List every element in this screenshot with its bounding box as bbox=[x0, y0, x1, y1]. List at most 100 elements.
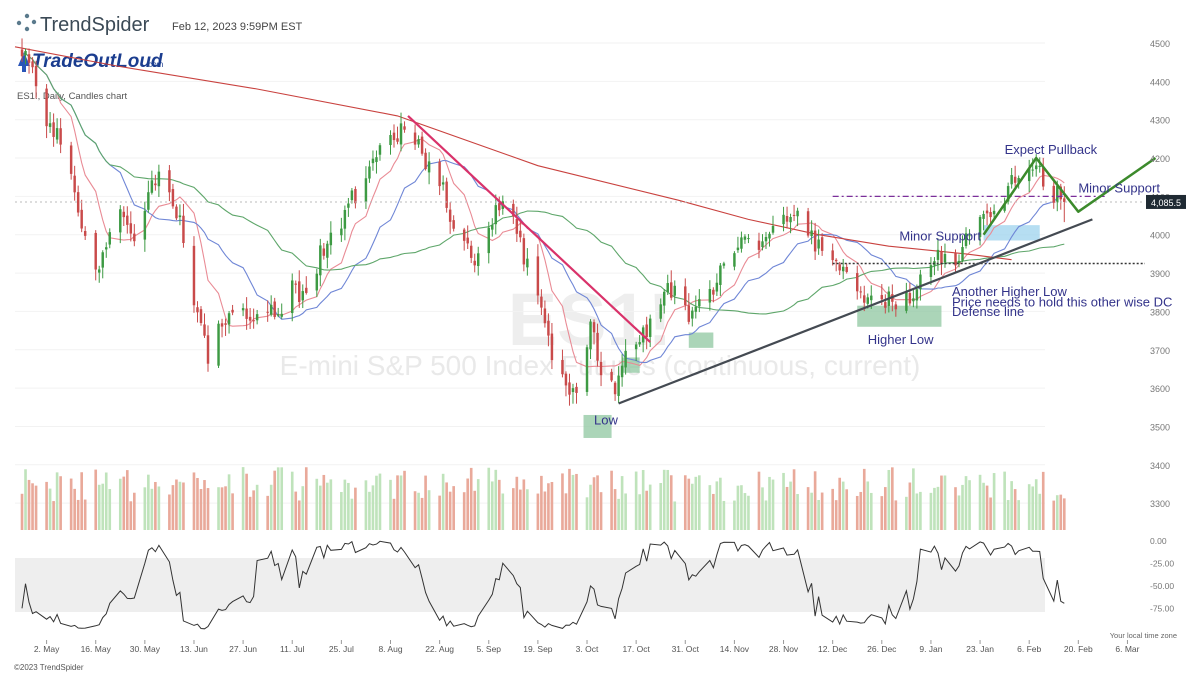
volume-bar bbox=[329, 479, 333, 530]
time-tick-label: 9. Jan bbox=[919, 644, 942, 654]
volume-bar bbox=[613, 489, 617, 530]
candle-body bbox=[670, 282, 673, 298]
volume-bar bbox=[427, 490, 431, 530]
volume-bar bbox=[255, 484, 259, 530]
candle bbox=[326, 240, 329, 269]
candle bbox=[620, 354, 624, 387]
last-price-badge bbox=[1146, 194, 1186, 209]
candle-body bbox=[147, 192, 150, 210]
candle bbox=[48, 112, 52, 133]
candle bbox=[329, 221, 333, 255]
higher-low-zone-nov bbox=[688, 332, 714, 348]
candle-body bbox=[340, 228, 343, 236]
candle-body bbox=[845, 266, 848, 272]
time-tick-label: 6. Feb bbox=[1017, 644, 1041, 654]
candle bbox=[224, 318, 227, 336]
candle bbox=[319, 238, 322, 287]
candle-body bbox=[445, 181, 448, 208]
volume-bar bbox=[108, 489, 112, 530]
volume-bar bbox=[669, 475, 673, 530]
candle bbox=[150, 170, 154, 195]
candle-body bbox=[343, 209, 347, 229]
price-tick-label: 3300 bbox=[1150, 499, 1170, 509]
volume-bar bbox=[94, 469, 98, 530]
time-axis: 2. May 16. May 30. May 13. Jun 27. Jun 11. Ju… bbox=[34, 640, 1140, 654]
candle bbox=[536, 244, 540, 305]
candle-body bbox=[568, 382, 571, 395]
candle-body bbox=[789, 217, 792, 223]
volume-bar bbox=[905, 496, 908, 530]
candle-body bbox=[101, 252, 104, 268]
candle-body bbox=[220, 323, 224, 327]
candle-body bbox=[199, 309, 203, 323]
candle bbox=[424, 148, 427, 171]
volume-bar bbox=[224, 486, 227, 530]
candle-body bbox=[448, 209, 452, 222]
candle-body bbox=[957, 260, 961, 264]
candle-body bbox=[733, 253, 736, 267]
candle bbox=[420, 131, 424, 156]
volume-bar bbox=[968, 480, 971, 530]
volume-bar bbox=[476, 479, 480, 530]
candle bbox=[147, 180, 150, 213]
candle-body bbox=[133, 233, 136, 242]
volume-bar bbox=[245, 473, 248, 530]
volume-bar bbox=[908, 482, 912, 530]
volume-bar bbox=[266, 495, 269, 530]
candle-body bbox=[719, 265, 722, 285]
volume-bar bbox=[220, 487, 224, 530]
candle-body bbox=[540, 296, 543, 308]
volume-bar bbox=[789, 481, 792, 530]
volume-bar bbox=[252, 490, 255, 530]
candle-body bbox=[613, 382, 617, 395]
volume-bar bbox=[1027, 484, 1031, 530]
volume-bar bbox=[389, 479, 392, 530]
candle-body bbox=[326, 243, 329, 258]
candle bbox=[550, 323, 554, 370]
volume-bar bbox=[217, 487, 220, 530]
volume-bar bbox=[512, 488, 515, 530]
brand-icon-dot bbox=[24, 13, 30, 19]
volume-bar bbox=[276, 467, 280, 530]
low-zone bbox=[583, 414, 612, 438]
candle-body bbox=[1063, 198, 1066, 202]
price-tick-label: 3400 bbox=[1150, 461, 1170, 471]
candle bbox=[838, 261, 841, 276]
candle bbox=[715, 273, 719, 296]
candle-body bbox=[245, 308, 248, 319]
volume-bar bbox=[810, 492, 813, 530]
candle-body bbox=[31, 61, 34, 68]
candle-body bbox=[473, 260, 476, 266]
volume-bars bbox=[20, 467, 1066, 530]
candle bbox=[698, 289, 701, 313]
oscillator-band bbox=[15, 558, 1045, 612]
candle bbox=[526, 248, 529, 276]
candle-body bbox=[52, 122, 55, 137]
candle-body bbox=[192, 245, 196, 306]
candle bbox=[659, 298, 662, 323]
candle bbox=[487, 221, 490, 264]
volume-bar bbox=[620, 476, 624, 530]
time-tick-label: 28. Nov bbox=[769, 644, 799, 654]
volume-bar bbox=[740, 485, 743, 530]
candle bbox=[477, 246, 480, 276]
candle bbox=[785, 206, 789, 229]
candle bbox=[171, 183, 175, 209]
volume-bar bbox=[880, 496, 884, 530]
candle-body bbox=[792, 214, 796, 216]
candle-body bbox=[389, 135, 392, 146]
time-tick-label: 26. Dec bbox=[867, 644, 897, 654]
volume-bar bbox=[371, 485, 375, 530]
price-tick-label: 4500 bbox=[1150, 39, 1170, 49]
candle-body bbox=[564, 373, 568, 386]
volume-bar bbox=[52, 501, 55, 530]
volume-bar bbox=[290, 471, 294, 530]
time-tick-label: 30. May bbox=[130, 644, 161, 654]
candle bbox=[978, 215, 982, 246]
arrow-logo-icon bbox=[18, 52, 30, 72]
volume-bar bbox=[1034, 479, 1038, 530]
candle-body bbox=[943, 253, 947, 263]
volume-bar bbox=[297, 500, 301, 530]
volume-bar bbox=[648, 484, 652, 530]
volume-bar bbox=[722, 500, 726, 530]
